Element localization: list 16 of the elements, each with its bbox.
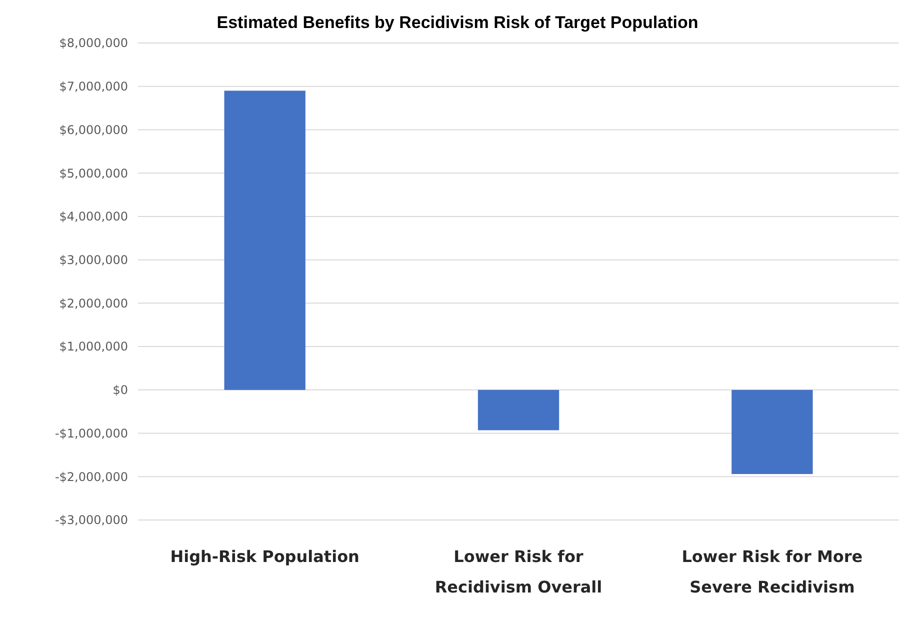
y-tick-label: $7,000,000 (59, 80, 128, 94)
y-tick-label: $0 (112, 383, 128, 398)
y-tick-label: $2,000,000 (59, 296, 128, 310)
x-tick-label: Lower Risk for Recidivism Overall (434, 547, 602, 596)
x-tick-label: Lower Risk for More Severe Recidivism (682, 547, 863, 596)
y-tick-label: $1,000,000 (59, 340, 128, 354)
y-tick-label: -$2,000,000 (54, 470, 128, 484)
y-tick-label: -$3,000,000 (54, 513, 128, 528)
y-tick-label: $5,000,000 (59, 166, 128, 180)
y-tick-label: $3,000,000 (59, 253, 128, 268)
chart-title: Estimated Benefits by Recidivism Risk of Target Population (216, 13, 698, 32)
y-tick-label: -$1,000,000 (54, 426, 128, 440)
y-tick-label: $4,000,000 (59, 210, 128, 224)
y-tick-label: $8,000,000 (59, 36, 128, 50)
y-tick-label: $6,000,000 (59, 122, 128, 137)
x-tick-label: High-Risk Population (170, 547, 360, 566)
